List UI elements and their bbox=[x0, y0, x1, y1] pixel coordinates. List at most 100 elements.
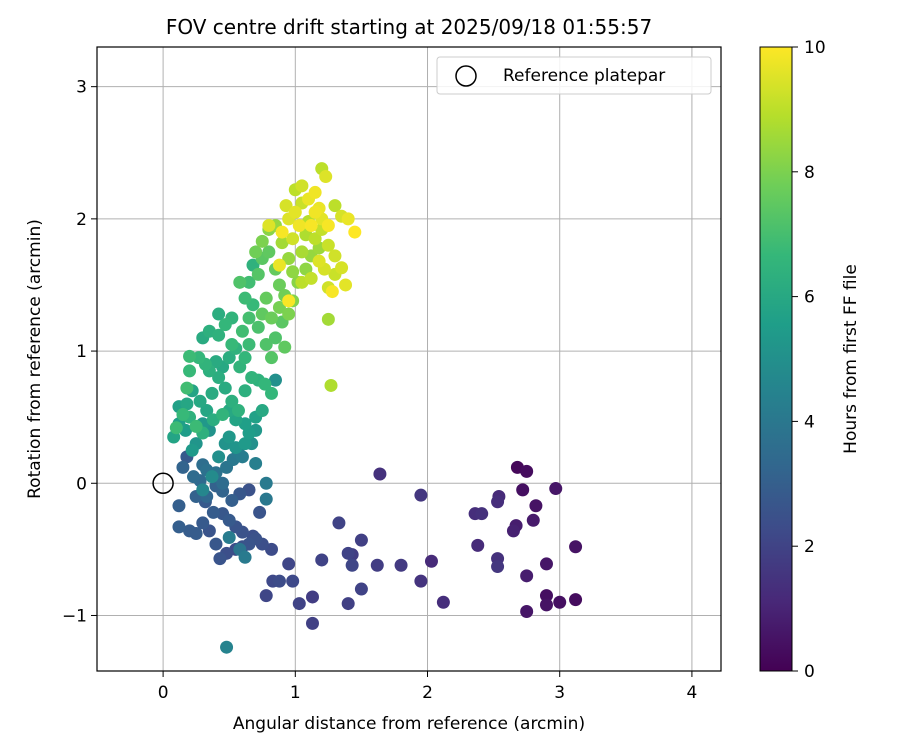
data-point bbox=[278, 340, 292, 354]
data-point bbox=[292, 218, 306, 232]
data-point bbox=[235, 450, 249, 464]
data-point bbox=[196, 516, 210, 530]
data-point bbox=[414, 574, 428, 588]
data-point bbox=[212, 371, 226, 385]
data-point bbox=[187, 470, 201, 484]
data-point bbox=[262, 218, 276, 232]
data-point bbox=[258, 377, 272, 391]
data-points bbox=[167, 162, 583, 654]
data-point bbox=[259, 476, 273, 490]
data-point bbox=[341, 546, 355, 560]
data-point bbox=[324, 378, 338, 392]
data-point bbox=[354, 533, 368, 547]
data-point bbox=[436, 595, 450, 609]
data-point bbox=[339, 278, 353, 292]
data-point bbox=[475, 507, 489, 521]
legend-box bbox=[436, 56, 712, 95]
data-point bbox=[172, 499, 186, 513]
data-point bbox=[341, 212, 355, 226]
data-point bbox=[265, 386, 279, 400]
x-axis-ticks: 0 1 2 3 4 bbox=[158, 671, 697, 703]
data-point bbox=[176, 408, 190, 422]
data-point bbox=[220, 640, 234, 654]
data-point bbox=[335, 261, 349, 275]
data-point bbox=[370, 558, 384, 572]
data-point bbox=[292, 597, 306, 611]
data-point bbox=[526, 513, 540, 527]
data-point bbox=[279, 199, 293, 213]
data-point bbox=[321, 218, 335, 232]
data-point bbox=[242, 275, 256, 289]
y-tick-label: −1 bbox=[62, 606, 87, 626]
data-point bbox=[222, 513, 236, 527]
data-point bbox=[251, 267, 265, 281]
data-point bbox=[305, 590, 319, 604]
legend: Reference platepar bbox=[436, 56, 712, 95]
data-point bbox=[319, 170, 333, 184]
data-point bbox=[238, 291, 252, 305]
data-point bbox=[235, 324, 249, 338]
plot-frame bbox=[96, 46, 722, 672]
data-point bbox=[212, 328, 226, 342]
data-point bbox=[259, 337, 273, 351]
data-point bbox=[242, 311, 256, 325]
data-point bbox=[529, 499, 543, 513]
data-point bbox=[304, 271, 318, 285]
data-point bbox=[216, 408, 230, 422]
data-point bbox=[272, 258, 286, 272]
colorbar-tick-label: 2 bbox=[804, 537, 815, 557]
data-point bbox=[282, 252, 296, 266]
data-point bbox=[193, 394, 207, 408]
data-point bbox=[176, 460, 190, 474]
colorbar-tick-label: 6 bbox=[804, 288, 815, 308]
data-point bbox=[539, 598, 553, 612]
data-point bbox=[238, 351, 252, 365]
data-point bbox=[259, 492, 273, 506]
data-point bbox=[341, 597, 355, 611]
data-point bbox=[265, 351, 279, 365]
data-point bbox=[308, 232, 322, 246]
data-point bbox=[183, 524, 197, 538]
data-point bbox=[225, 493, 239, 507]
data-point bbox=[225, 394, 239, 408]
data-point bbox=[268, 331, 282, 345]
data-point bbox=[180, 381, 194, 395]
data-point bbox=[491, 495, 505, 509]
data-point bbox=[520, 605, 534, 619]
data-point bbox=[242, 337, 256, 351]
data-point bbox=[180, 397, 194, 411]
data-point bbox=[249, 456, 263, 470]
data-point bbox=[424, 554, 438, 568]
data-point bbox=[238, 437, 252, 451]
data-point bbox=[189, 419, 203, 433]
y-tick-label: 2 bbox=[76, 210, 87, 230]
data-point bbox=[282, 294, 296, 308]
data-point bbox=[238, 550, 252, 564]
data-point bbox=[265, 311, 279, 325]
data-point bbox=[295, 245, 309, 259]
data-point bbox=[520, 464, 534, 478]
data-point bbox=[304, 218, 318, 232]
colorbar-tick-label: 4 bbox=[804, 412, 815, 432]
data-point bbox=[345, 558, 359, 572]
data-point bbox=[255, 404, 269, 418]
data-point bbox=[305, 616, 319, 630]
data-point bbox=[268, 373, 282, 387]
x-axis-label: Angular distance from reference (arcmin) bbox=[233, 714, 585, 734]
data-point bbox=[286, 265, 300, 279]
data-point bbox=[183, 349, 197, 363]
y-axis-label: Rotation from reference (arcmin) bbox=[25, 219, 45, 499]
data-point bbox=[275, 236, 289, 250]
colorbar-label: Hours from first FF file bbox=[841, 264, 861, 454]
data-point bbox=[272, 278, 286, 292]
data-point bbox=[295, 179, 309, 193]
data-point bbox=[212, 307, 226, 321]
data-point bbox=[259, 589, 273, 603]
colorbar-ticks: 0 2 4 6 8 10 bbox=[792, 38, 826, 682]
y-tick-label: 0 bbox=[76, 474, 87, 494]
data-point bbox=[249, 245, 263, 259]
data-point bbox=[354, 582, 368, 596]
data-point bbox=[259, 291, 273, 305]
data-point bbox=[222, 351, 236, 365]
